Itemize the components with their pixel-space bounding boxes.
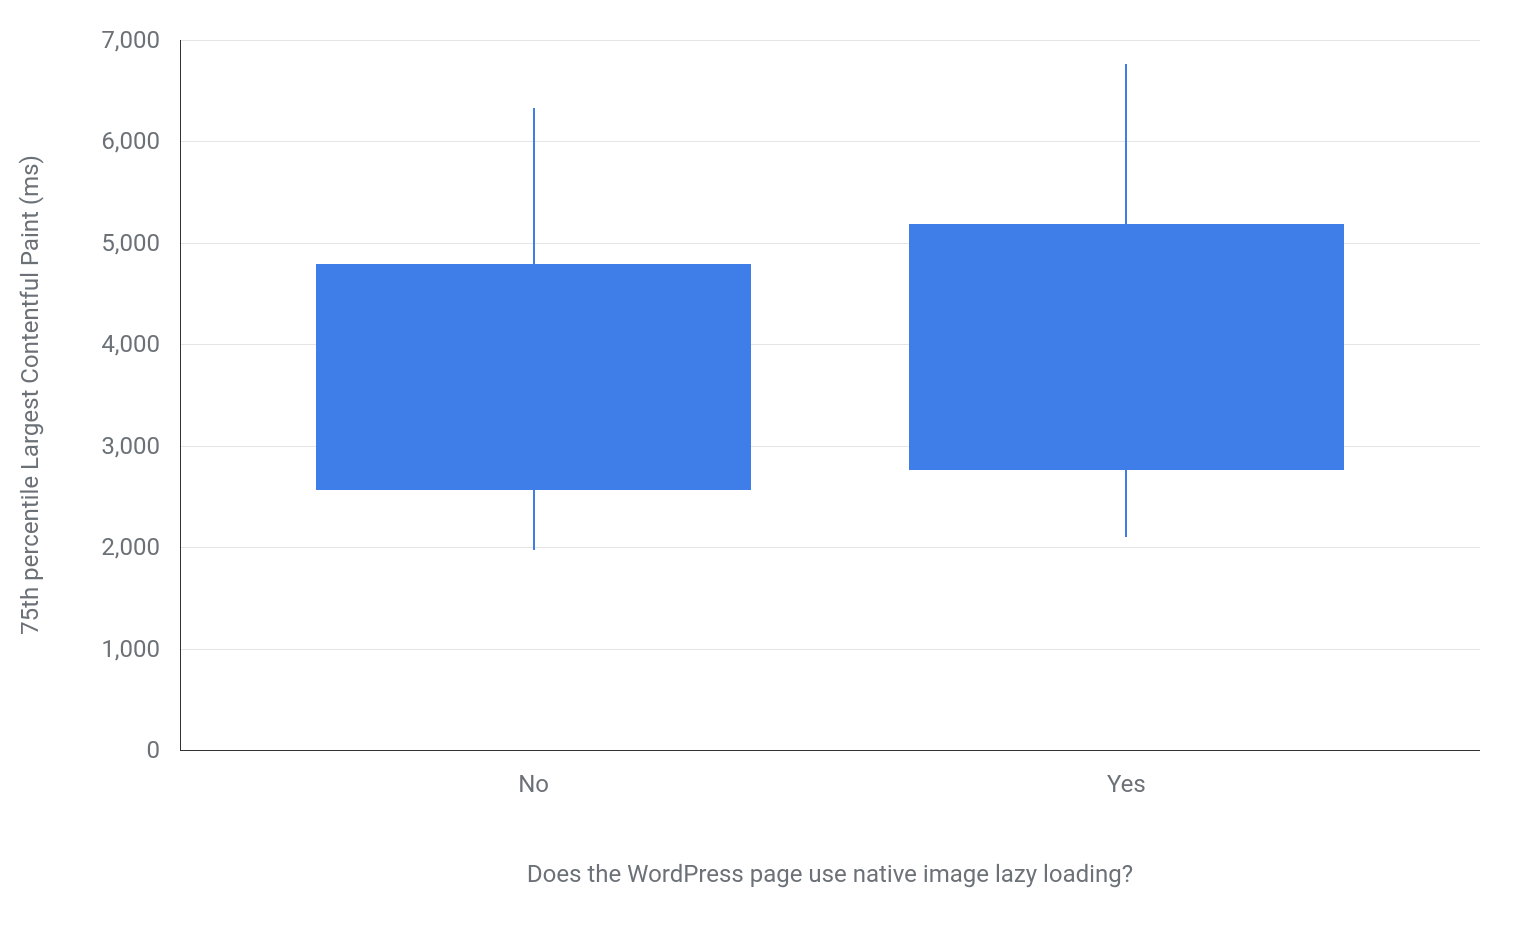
- x-tick-label: No: [518, 770, 549, 798]
- box: [316, 264, 752, 490]
- y-axis-title: 75th percentile Largest Contentful Paint…: [16, 155, 44, 635]
- gridline: [180, 141, 1480, 142]
- boxplot-chart: 75th percentile Largest Contentful Paint…: [0, 0, 1540, 940]
- y-axis-title-container: 75th percentile Largest Contentful Paint…: [0, 0, 60, 790]
- y-tick-label: 1,000: [101, 635, 160, 663]
- x-tick-label: Yes: [1107, 770, 1146, 798]
- x-axis-title: Does the WordPress page use native image…: [527, 860, 1133, 888]
- y-tick-label: 3,000: [101, 432, 160, 460]
- gridline: [180, 40, 1480, 41]
- gridline: [180, 547, 1480, 548]
- y-tick-label: 5,000: [101, 229, 160, 257]
- y-tick-labels: 0 1,000 2,000 3,000 4,000 5,000 6,000 7,000: [60, 0, 170, 790]
- y-tick-label: 6,000: [101, 127, 160, 155]
- box: [909, 224, 1345, 470]
- y-tick-label: 7,000: [101, 26, 160, 54]
- y-tick-label: 2,000: [101, 533, 160, 561]
- plot-area: [180, 40, 1480, 750]
- y-tick-label: 4,000: [101, 330, 160, 358]
- x-axis-line: [180, 750, 1480, 751]
- gridline: [180, 649, 1480, 650]
- y-tick-label: 0: [147, 736, 161, 764]
- y-axis-line: [180, 40, 181, 750]
